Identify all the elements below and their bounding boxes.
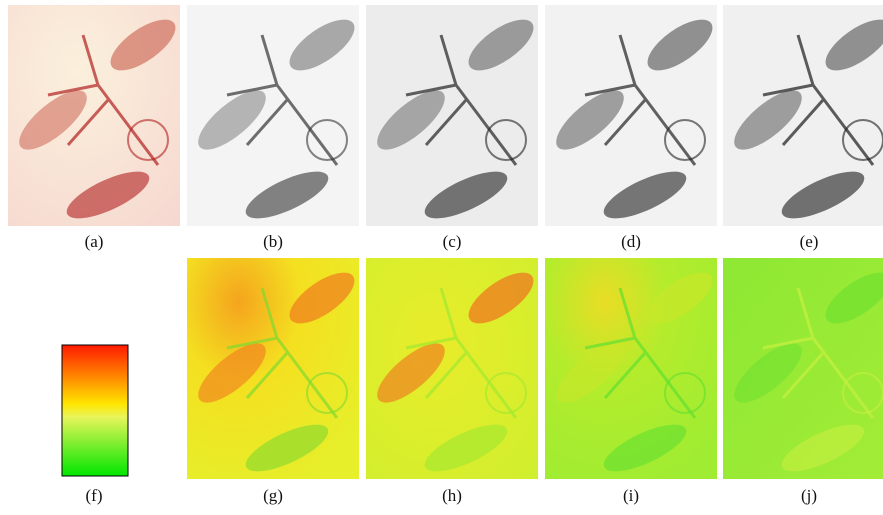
colorbar	[62, 345, 128, 476]
panel-label: (b)	[263, 232, 283, 251]
panel-label: (c)	[443, 232, 462, 251]
image-panel	[366, 5, 541, 228]
heatmap-panel	[187, 258, 362, 481]
panel-label: (g)	[263, 486, 283, 505]
image-panel	[545, 5, 720, 228]
heatmap-panel	[723, 258, 883, 481]
panel-label: (j)	[801, 486, 817, 505]
panel-label: (h)	[442, 486, 462, 505]
heatmap-panel	[366, 258, 541, 481]
image-panel	[187, 5, 362, 228]
image-panel	[8, 5, 183, 228]
image-panel	[723, 5, 883, 228]
panel-label: (e)	[800, 232, 819, 251]
heatmap-panel	[545, 258, 720, 481]
panel-label: (i)	[623, 486, 639, 505]
panel-label: (d)	[621, 232, 641, 251]
panel-label: (a)	[85, 232, 104, 251]
page: (a)(b)(c)(d)(e)(f)(g)(h)(i)(j) (() => { …	[0, 0, 883, 510]
figure: (a) (b) (c) (d) (e) (f) (g) (h) (i) (j)	[0, 0, 883, 510]
panel-label: (f)	[86, 486, 103, 505]
